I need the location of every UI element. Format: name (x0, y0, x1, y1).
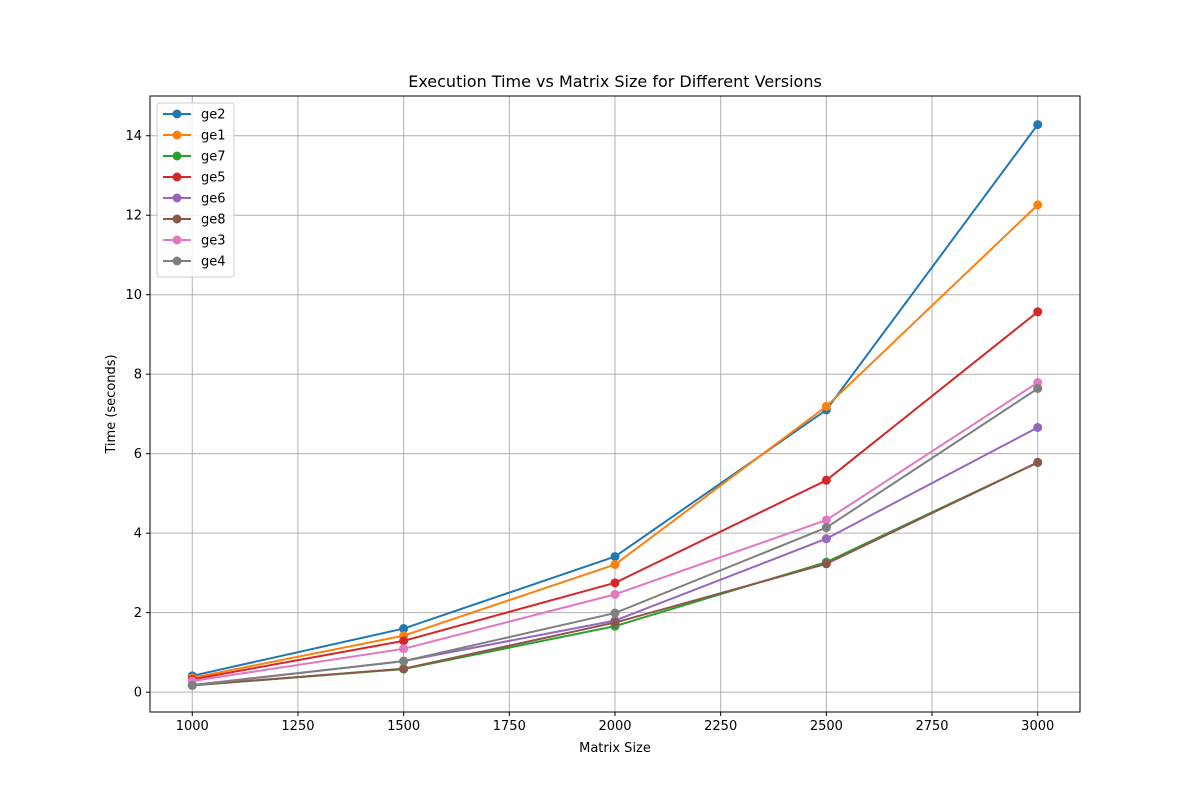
data-point-ge6 (821, 534, 831, 544)
grid (150, 96, 1080, 712)
legend-marker-ge4 (172, 256, 182, 266)
data-point-ge8 (821, 559, 831, 569)
y-tick-label: 0 (134, 686, 142, 701)
y-tick-label: 2 (134, 606, 142, 621)
data-point-ge4 (821, 523, 831, 533)
legend-marker-ge7 (172, 151, 182, 161)
data-point-ge3 (399, 644, 409, 654)
data-point-ge8 (610, 618, 620, 628)
data-point-ge4 (187, 680, 197, 690)
data-point-ge3 (821, 515, 831, 525)
axis-ticks: 1000 1250 1500 1750 2000 2250 2500 2750 3000 0 2 4 6… (125, 129, 1054, 734)
x-tick-label: 1500 (387, 719, 420, 734)
data-point-ge2 (610, 552, 620, 562)
y-tick-label: 4 (134, 527, 142, 542)
legend-entry-ge7: ge7 (163, 150, 226, 165)
x-tick-label: 1000 (176, 719, 209, 734)
data-point-ge1 (610, 560, 620, 570)
x-axis-label: Matrix Size (579, 741, 651, 756)
x-tick-label: 1250 (281, 719, 314, 734)
data-point-ge8 (1033, 457, 1043, 467)
x-tick-label: 2000 (598, 719, 631, 734)
data-point-ge1 (821, 401, 831, 411)
y-tick-label: 8 (134, 368, 142, 383)
series-ge4 (187, 384, 1043, 690)
x-tick-label: 1750 (493, 719, 526, 734)
legend-entry-ge1: ge1 (163, 129, 226, 144)
legend-entry-ge3: ge3 (163, 234, 226, 249)
data-point-ge1 (1033, 200, 1043, 210)
legend-entry-ge8: ge8 (163, 213, 226, 228)
legend-marker-ge1 (172, 130, 182, 140)
x-tick-label: 2750 (915, 719, 948, 734)
x-tick-label: 2250 (704, 719, 737, 734)
legend-label-ge5: ge5 (201, 171, 226, 186)
legend-marker-ge2 (172, 109, 182, 119)
legend-marker-ge6 (172, 193, 182, 203)
y-tick-label: 14 (125, 129, 142, 144)
data-point-ge6 (1033, 422, 1043, 432)
data-point-ge3 (610, 589, 620, 599)
data-point-ge4 (1033, 384, 1043, 394)
legend-label-ge8: ge8 (201, 213, 226, 228)
legend-entry-ge4: ge4 (163, 255, 226, 270)
chart-title: Execution Time vs Matrix Size for Differ… (408, 72, 822, 91)
data-point-ge4 (399, 656, 409, 666)
y-tick-label: 6 (134, 447, 142, 462)
legend-label-ge6: ge6 (201, 192, 226, 207)
x-tick-label: 2500 (810, 719, 843, 734)
data-point-ge2 (399, 624, 409, 634)
legend-entry-ge5: ge5 (163, 171, 226, 186)
legend: ge2 ge1 ge7 ge5 ge6 ge8 ge3 ge4 (156, 102, 235, 278)
data-point-ge5 (399, 636, 409, 646)
data-point-ge5 (821, 475, 831, 485)
legend-label-ge7: ge7 (201, 150, 226, 165)
y-axis-label: Time (seconds) (104, 354, 119, 454)
data-point-ge4 (610, 608, 620, 618)
data-point-ge5 (610, 578, 620, 588)
legend-entry-ge2: ge2 (163, 108, 226, 123)
data-point-ge5 (1033, 307, 1043, 317)
data-point-ge2 (1033, 120, 1043, 130)
x-tick-label: 3000 (1021, 719, 1054, 734)
legend-label-ge3: ge3 (201, 234, 226, 249)
legend-marker-ge3 (172, 235, 182, 245)
legend-marker-ge5 (172, 172, 182, 182)
legend-label-ge1: ge1 (201, 129, 226, 144)
legend-label-ge4: ge4 (201, 255, 226, 270)
legend-label-ge2: ge2 (201, 108, 226, 123)
legend-box (156, 102, 235, 278)
legend-entry-ge6: ge6 (163, 192, 226, 207)
y-tick-label: 12 (125, 209, 142, 224)
y-tick-label: 10 (125, 288, 142, 303)
plot-series (187, 120, 1043, 690)
data-point-ge8 (399, 664, 409, 674)
legend-marker-ge8 (172, 214, 182, 224)
